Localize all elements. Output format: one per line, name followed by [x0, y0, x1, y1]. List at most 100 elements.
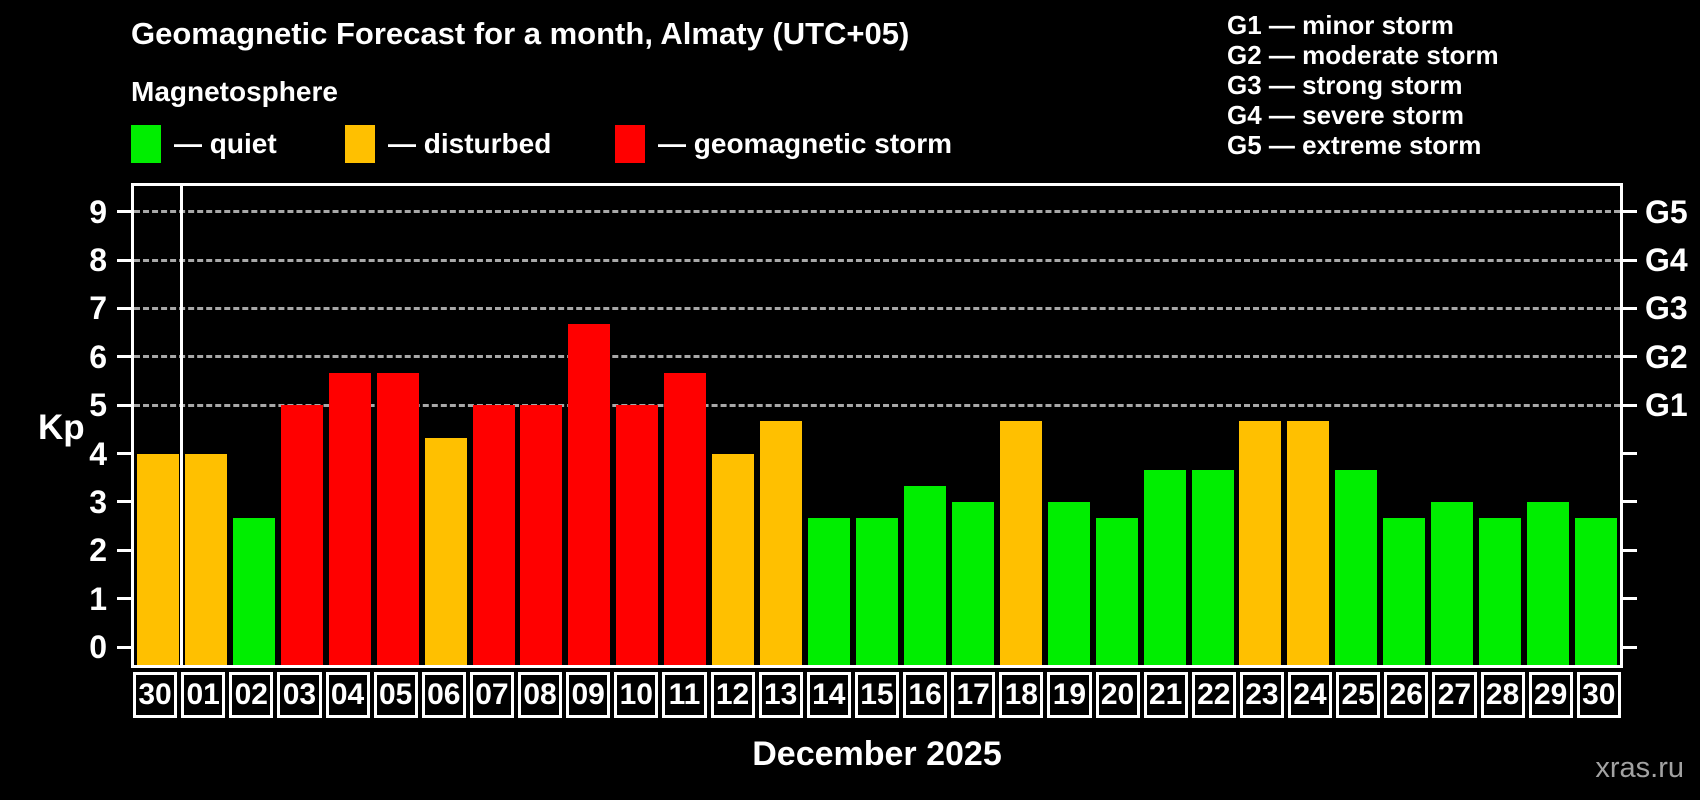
- y-axis-tick-left: [117, 306, 131, 310]
- day-label-10: 10: [614, 672, 659, 718]
- y-axis-tick-right: [1623, 210, 1637, 214]
- legend-item-quiet: — quiet: [131, 124, 277, 164]
- bar-day-29: [1527, 501, 1570, 665]
- y-axis-tick-label: 7: [89, 290, 107, 327]
- quiet-color-swatch: [131, 125, 161, 163]
- x-axis-title: December 2025: [752, 735, 1002, 773]
- gridline-g2: [134, 355, 1620, 359]
- bar-day-13: [760, 421, 803, 665]
- month-separator-line: [180, 186, 184, 665]
- bar-day-19: [1047, 501, 1090, 665]
- y-axis-tick-right: [1623, 355, 1637, 359]
- gridline-g3: [134, 306, 1620, 310]
- bar-day-06: [424, 437, 467, 665]
- day-label-23: 23: [1239, 672, 1284, 718]
- day-label-03: 03: [277, 672, 322, 718]
- bar-day-23: [1239, 421, 1282, 665]
- y-axis-tick-left: [117, 597, 131, 601]
- y-axis-tick-left: [117, 403, 131, 407]
- day-label-22: 22: [1191, 672, 1236, 718]
- y-axis-tick-right: [1623, 452, 1637, 456]
- day-label-05: 05: [373, 672, 418, 718]
- day-label-25: 25: [1336, 672, 1381, 718]
- day-label-01: 01: [181, 672, 226, 718]
- day-label-08: 08: [518, 672, 563, 718]
- day-label-20: 20: [1095, 672, 1140, 718]
- right-axis-label-g3: G3: [1645, 290, 1688, 327]
- day-label-04: 04: [325, 672, 370, 718]
- g-scale-legend-line: G2 — moderate storm: [1227, 40, 1499, 70]
- day-label-15: 15: [854, 672, 899, 718]
- bar-day-07: [472, 405, 515, 665]
- bar-day-04: [328, 372, 371, 665]
- bar-day-26: [1383, 517, 1426, 665]
- gridline-g4: [134, 258, 1620, 262]
- bar-day-14: [808, 517, 851, 665]
- disturbed-color-swatch: [345, 125, 375, 163]
- y-axis-tick-left: [117, 258, 131, 262]
- watermark: xras.ru: [1595, 752, 1684, 784]
- bar-day-09: [568, 324, 611, 665]
- bar-day-12: [712, 453, 755, 665]
- bar-day-30: [1575, 517, 1618, 665]
- page-title: Geomagnetic Forecast for a month, Almaty…: [131, 16, 910, 51]
- y-axis-tick-right: [1623, 500, 1637, 504]
- y-axis-tick-right: [1623, 548, 1637, 552]
- right-axis-label-g1: G1: [1645, 387, 1688, 424]
- y-axis-title: Kp: [38, 408, 85, 447]
- day-label-28: 28: [1480, 672, 1525, 718]
- bar-day-11: [664, 372, 707, 665]
- chart-subtitle: Magnetosphere: [131, 76, 338, 107]
- bar-day-02: [232, 517, 275, 665]
- bar-day-17: [951, 501, 994, 665]
- right-axis-label-g4: G4: [1645, 242, 1688, 279]
- y-axis-tick-label: 8: [89, 242, 107, 279]
- day-label-18: 18: [999, 672, 1044, 718]
- y-axis-tick-right: [1623, 306, 1637, 310]
- day-label-02: 02: [229, 672, 274, 718]
- day-label-21: 21: [1143, 672, 1188, 718]
- bar-day-24: [1287, 421, 1330, 665]
- day-label-07: 07: [469, 672, 514, 718]
- bar-day-05: [376, 372, 419, 665]
- g-scale-legend-line: G5 — extreme storm: [1227, 130, 1482, 160]
- y-axis-tick-right: [1623, 597, 1637, 601]
- g-scale-legend-line: G1 — minor storm: [1227, 10, 1454, 40]
- day-label-17: 17: [951, 672, 996, 718]
- bar-day-21: [1143, 469, 1186, 665]
- day-label-30: 30: [1576, 672, 1621, 718]
- day-label-12: 12: [710, 672, 755, 718]
- plot-inner: [134, 186, 1620, 665]
- gridline-g5: [134, 210, 1620, 214]
- y-axis-tick-right: [1623, 403, 1637, 407]
- legend-label-quiet: — quiet: [174, 128, 277, 159]
- bar-day-08: [520, 405, 563, 665]
- y-axis-tick-label: 3: [89, 483, 107, 520]
- y-axis-tick-left: [117, 645, 131, 649]
- bar-day-30-prev-month: [136, 453, 179, 665]
- storm-color-swatch: [615, 125, 645, 163]
- day-label-11: 11: [662, 672, 707, 718]
- bar-day-10: [616, 405, 659, 665]
- y-axis-tick-label: 2: [89, 532, 107, 569]
- legend-label-disturbed: — disturbed: [388, 128, 552, 159]
- y-axis-tick-right: [1623, 645, 1637, 649]
- x-axis-day-labels: 30 01 02 03 04 05 06 07 08 09 10 11 12 13 14 15 16 17 18 19…: [131, 672, 1623, 718]
- bar-day-28: [1479, 517, 1522, 665]
- day-label-19: 19: [1047, 672, 1092, 718]
- y-axis-tick-label: 1: [89, 580, 107, 617]
- bar-day-20: [1095, 517, 1138, 665]
- y-axis-tick-label: 4: [89, 435, 107, 472]
- bar-day-03: [280, 405, 323, 665]
- g-scale-legend-line: G4 — severe storm: [1227, 100, 1465, 130]
- y-axis-tick-left: [117, 452, 131, 456]
- y-axis-tick-label: 5: [89, 387, 107, 424]
- legend-item-disturbed: — disturbed: [345, 124, 551, 164]
- y-axis-tick-left: [117, 355, 131, 359]
- day-label-16: 16: [903, 672, 948, 718]
- bar-day-15: [856, 517, 898, 665]
- y-axis-tick-left: [117, 500, 131, 504]
- day-label-26: 26: [1384, 672, 1429, 718]
- right-axis-label-g2: G2: [1645, 338, 1688, 375]
- day-label-24: 24: [1288, 672, 1333, 718]
